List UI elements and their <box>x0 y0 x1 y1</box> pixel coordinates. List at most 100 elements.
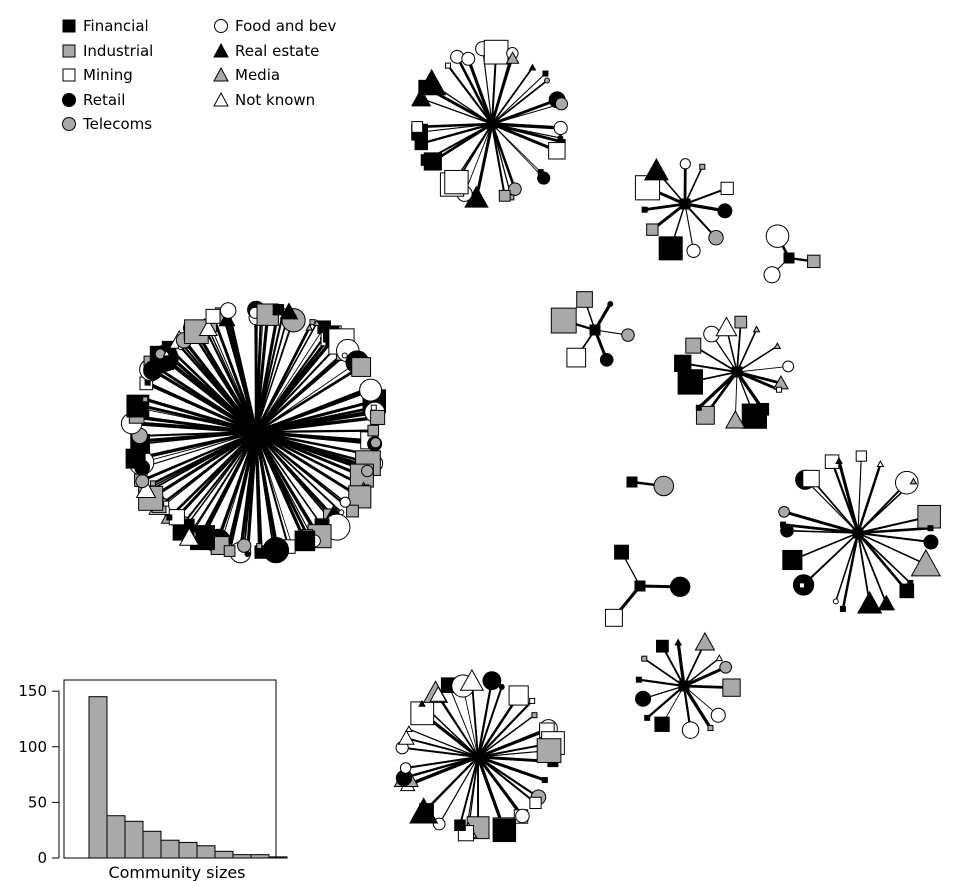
edge <box>857 532 932 543</box>
edge <box>182 339 258 434</box>
community-hub-node <box>783 252 795 264</box>
member-node <box>508 182 522 196</box>
member-node <box>677 369 704 395</box>
member-node <box>529 796 542 810</box>
member-node <box>576 291 593 308</box>
member-node <box>780 521 787 528</box>
member-node <box>279 302 299 320</box>
edge <box>644 202 686 212</box>
community-hub-node <box>731 366 743 378</box>
community-cluster <box>550 291 635 368</box>
member-node <box>710 707 726 723</box>
edge <box>857 526 931 535</box>
edge <box>491 67 534 125</box>
member-node <box>725 409 746 429</box>
member-node <box>554 97 569 111</box>
media-triangle-icon <box>213 67 229 82</box>
histogram-bar <box>214 850 234 859</box>
member-node <box>166 514 173 521</box>
member-node <box>312 319 321 327</box>
member-node <box>339 496 351 508</box>
histogram-bar <box>268 856 288 859</box>
member-node <box>604 608 623 627</box>
member-node <box>917 504 941 529</box>
edge <box>491 58 514 125</box>
edge <box>638 678 685 688</box>
legend-item-telecoms: Telecoms <box>60 112 153 137</box>
member-node <box>370 409 386 425</box>
edge <box>476 694 520 758</box>
member-node <box>734 315 748 329</box>
community-hub-node <box>679 198 691 210</box>
edge <box>477 756 537 804</box>
community-hub-node <box>626 476 638 488</box>
member-node <box>154 348 166 360</box>
community-cluster <box>411 39 569 208</box>
community-nodes <box>634 157 734 261</box>
member-node <box>909 477 918 485</box>
member-node <box>635 690 652 707</box>
edge <box>491 123 512 198</box>
edge <box>201 431 258 539</box>
member-node <box>798 582 805 589</box>
edge <box>254 431 261 547</box>
edge <box>405 756 479 769</box>
member-node <box>599 353 614 367</box>
histogram-bar <box>250 854 270 859</box>
community-nodes <box>626 475 675 497</box>
edge <box>407 755 479 787</box>
member-node <box>674 354 692 372</box>
legend-item-media: Media <box>212 63 336 88</box>
edge <box>255 320 294 433</box>
legend-label: Food and bev <box>235 17 337 36</box>
edge <box>857 456 862 534</box>
edge <box>426 756 479 811</box>
member-node <box>719 660 732 674</box>
edge <box>459 756 479 826</box>
community-nodes <box>674 315 795 429</box>
member-node <box>461 51 476 66</box>
edge <box>841 532 860 610</box>
edge <box>255 406 375 434</box>
real-estate-triangle-icon <box>213 42 229 58</box>
edge <box>783 510 859 535</box>
member-node <box>498 189 511 202</box>
member-node <box>309 319 316 326</box>
industrial-square-icon <box>62 44 76 58</box>
member-node <box>397 729 415 745</box>
member-node <box>411 88 432 107</box>
community-nodes <box>763 224 821 284</box>
member-node <box>621 328 635 342</box>
member-node <box>899 583 915 599</box>
edge <box>477 700 533 758</box>
edge <box>697 370 739 409</box>
y-tick-label: 50 <box>28 793 47 811</box>
member-node <box>244 551 251 558</box>
edge <box>491 122 561 130</box>
edge <box>406 737 479 758</box>
edge <box>152 369 257 434</box>
member-node <box>515 808 530 824</box>
member-node <box>669 576 691 598</box>
edge <box>643 657 685 687</box>
member-node <box>544 77 551 84</box>
member-node <box>346 504 359 518</box>
member-node <box>641 655 648 662</box>
member-node <box>419 803 434 818</box>
edge <box>857 532 927 566</box>
histogram-x-label: Community sizes <box>108 863 245 881</box>
edge <box>147 381 257 434</box>
community-edges <box>417 48 563 199</box>
edge <box>491 79 548 125</box>
member-node <box>654 716 670 732</box>
edge <box>168 431 257 518</box>
legend-label: Retail <box>83 90 126 109</box>
edge <box>195 330 258 433</box>
member-node <box>635 676 642 683</box>
member-node <box>198 318 218 337</box>
member-node <box>294 530 316 552</box>
edge <box>684 203 695 251</box>
member-node <box>707 725 714 732</box>
community-hub-node <box>472 751 484 763</box>
